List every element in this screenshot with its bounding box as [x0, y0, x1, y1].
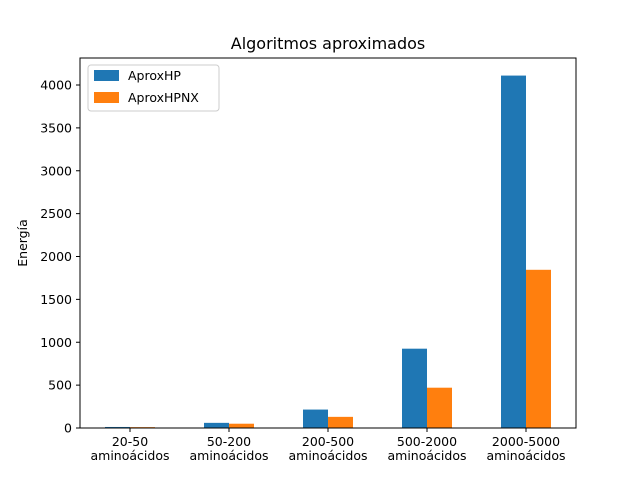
bar-aproxhp-2 — [303, 409, 328, 428]
y-axis-label: Energía — [15, 219, 30, 267]
bar-aproxhpnx-1 — [229, 423, 254, 428]
bar-aproxhpnx-2 — [328, 416, 353, 428]
bar-aproxhpnx-3 — [427, 387, 452, 428]
bar-aproxhpnx-4 — [526, 269, 551, 428]
x-axis: 20-50aminoácidos50-200aminoácidos200-500… — [91, 428, 566, 463]
bars-group — [105, 75, 551, 428]
y-tick-label-0: 0 — [64, 421, 72, 436]
y-tick-label-1: 500 — [48, 378, 72, 393]
y-tick-label-4: 2000 — [40, 249, 72, 264]
legend: AproxHP AproxHPNX — [87, 64, 220, 112]
plot-frame — [79, 57, 577, 429]
legend-box — [87, 64, 220, 112]
x-tick-label-2-line-0: 200-500 — [302, 434, 354, 449]
legend-swatch-aproxhpnx — [94, 92, 119, 103]
legend-label-aproxhpnx: AproxHPNX — [128, 90, 199, 105]
y-tick-label-8: 4000 — [40, 78, 72, 93]
x-tick-label-4-line-1: aminoácidos — [487, 448, 566, 463]
x-tick-label-1-line-0: 50-200 — [207, 434, 251, 449]
legend-swatch-aproxhp — [94, 70, 119, 81]
x-tick-label-0-line-1: aminoácidos — [91, 448, 170, 463]
y-tick-label-7: 3500 — [40, 120, 72, 135]
x-tick-label-2-line-1: aminoácidos — [289, 448, 368, 463]
x-tick-label-4-line-0: 2000-5000 — [492, 434, 560, 449]
y-tick-label-5: 2500 — [40, 206, 72, 221]
legend-label-aproxhp: AproxHP — [128, 68, 181, 83]
x-tick-label-3-line-0: 500-2000 — [397, 434, 457, 449]
y-tick-label-3: 1500 — [40, 292, 72, 307]
bar-aproxhp-0 — [105, 426, 130, 428]
chart-title: Algoritmos aproximados — [231, 34, 426, 53]
x-tick-label-3-line-1: aminoácidos — [388, 448, 467, 463]
x-tick-label-0-line-0: 20-50 — [112, 434, 148, 449]
y-tick-label-6: 3000 — [40, 163, 72, 178]
y-tick-label-2: 1000 — [40, 335, 72, 350]
bar-aproxhp-4 — [501, 75, 526, 428]
bar-aproxhp-1 — [204, 422, 229, 428]
y-axis: 0 500 1000 1500 2000 2500 3000 3500 4000 — [40, 78, 80, 436]
bar-aproxhp-3 — [402, 348, 427, 428]
x-tick-label-1-line-1: aminoácidos — [190, 448, 269, 463]
